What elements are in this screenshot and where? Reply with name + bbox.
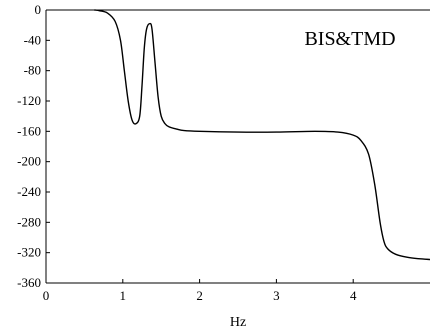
- y-tick-label: -80: [24, 63, 41, 78]
- y-tick-label: -200: [17, 154, 41, 169]
- y-tick-label: -120: [17, 93, 41, 108]
- y-tick-label: -360: [17, 275, 41, 290]
- y-tick-label: -320: [17, 245, 41, 260]
- x-tick-label: 0: [43, 288, 50, 303]
- y-tick-label: -240: [17, 184, 41, 199]
- y-tick-label: -280: [17, 214, 41, 229]
- x-axis-label: Hz: [230, 315, 246, 329]
- chart-annotation: BIS&TMD: [304, 28, 395, 50]
- x-tick-label: 3: [273, 288, 280, 303]
- x-tick-label: 4: [350, 288, 357, 303]
- y-tick-label: 0: [35, 2, 42, 17]
- x-tick-label: 1: [120, 288, 127, 303]
- x-tick-label: 2: [196, 288, 203, 303]
- series-line: [94, 9, 430, 261]
- y-tick-label: -160: [17, 123, 41, 138]
- y-tick-label: -40: [24, 32, 41, 47]
